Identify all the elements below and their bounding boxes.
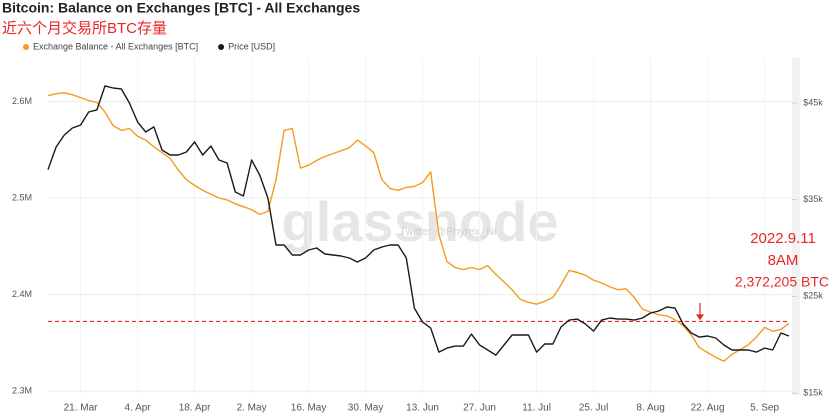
annotation-value: 2,372,205 BTC (735, 274, 829, 290)
x-tick-label: 5. Sep (750, 403, 779, 414)
x-tick-label: 25. Jul (579, 403, 608, 414)
x-tick-label: 8. Aug (636, 403, 664, 414)
y-tick-label: 2.4M (12, 289, 32, 299)
x-tick-label: 21. Mar (64, 403, 99, 414)
chart-title: Bitcoin: Balance on Exchanges [BTC] - Al… (2, 0, 360, 16)
legend-label: Exchange Balance - All Exchanges [BTC] (33, 41, 198, 51)
legend-marker (218, 44, 225, 50)
series-line (47, 85, 790, 356)
y-tick-label: 2.3M (12, 386, 32, 396)
x-tick-label: 4. Apr (125, 403, 152, 414)
x-tick-label: 22. Aug (691, 403, 725, 414)
annotation-time: 8AM (768, 252, 799, 269)
x-tick-label: 11. Jul (522, 403, 551, 414)
legend: Exchange Balance - All Exchanges [BTC] Pr… (23, 41, 275, 51)
x-tick-label: 27. Jun (463, 403, 496, 414)
y2-tick-label: $25k (803, 291, 823, 301)
y2-tick-label: $45k (803, 97, 823, 107)
x-tick-label: 30. May (348, 403, 384, 414)
y-tick-label: 2.5M (12, 192, 32, 202)
annotation-arrow-head (696, 314, 704, 321)
y2-tick-label: $15k (803, 387, 823, 397)
x-tick-label: 16. May (291, 403, 327, 414)
series-line (47, 92, 790, 362)
watermark-credit: Twitter @Phyrex_Ni (399, 226, 496, 238)
chart-subtitle: 近六个月交易所BTC存量 (2, 19, 167, 37)
annotation-date: 2022.9.11 (750, 230, 816, 247)
legend-marker (23, 44, 29, 50)
x-tick-label: 18. Apr (179, 403, 211, 414)
y2-tick-label: $35k (803, 194, 823, 204)
y-tick-label: 2.6M (12, 96, 32, 106)
right-axis-band (792, 58, 800, 395)
x-tick-label: 2. May (237, 403, 267, 414)
plot-area: 2.3M 2.4M 2.5M 2.6M $15k $25k $35k $45k 21. Mar 4… (12, 58, 829, 414)
watermark: glassnode (282, 190, 559, 253)
legend-label: Price [USD] (228, 41, 275, 51)
x-tick-label: 13. Jun (406, 403, 439, 414)
